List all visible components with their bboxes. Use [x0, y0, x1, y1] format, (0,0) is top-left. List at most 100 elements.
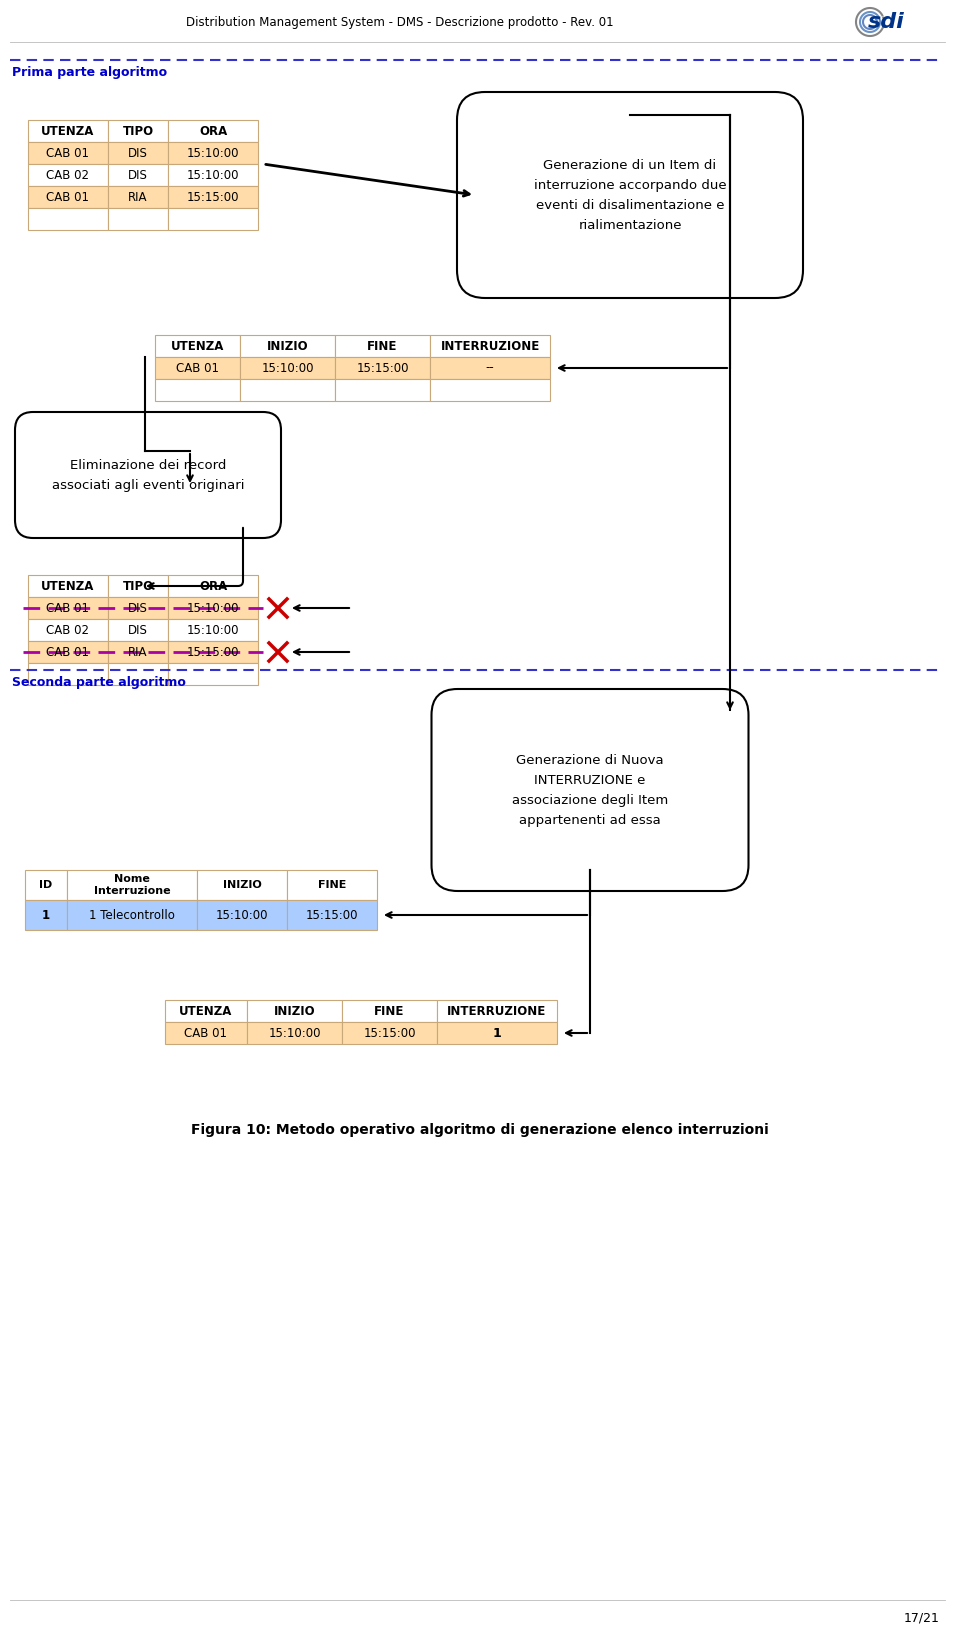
Text: 15:10:00: 15:10:00	[187, 623, 239, 636]
Text: Prima parte algoritmo: Prima parte algoritmo	[12, 65, 167, 78]
FancyBboxPatch shape	[240, 356, 335, 379]
Text: DIS: DIS	[128, 147, 148, 160]
Text: Figura 10: Metodo operativo algoritmo di generazione elenco interruzioni: Figura 10: Metodo operativo algoritmo di…	[191, 1123, 769, 1136]
Text: FINE: FINE	[318, 880, 347, 889]
Text: 17/21: 17/21	[904, 1612, 940, 1625]
Text: Nome
Interruzione: Nome Interruzione	[94, 875, 170, 896]
Text: 15:10:00: 15:10:00	[187, 168, 239, 181]
FancyBboxPatch shape	[168, 142, 258, 164]
FancyBboxPatch shape	[240, 379, 335, 401]
Text: DIS: DIS	[128, 168, 148, 181]
Text: 1: 1	[492, 1027, 501, 1040]
FancyBboxPatch shape	[287, 899, 377, 930]
FancyBboxPatch shape	[165, 1001, 247, 1022]
FancyBboxPatch shape	[108, 576, 168, 597]
FancyBboxPatch shape	[197, 870, 287, 899]
FancyBboxPatch shape	[28, 664, 108, 685]
FancyBboxPatch shape	[108, 142, 168, 164]
FancyBboxPatch shape	[437, 1022, 557, 1045]
Text: UTENZA: UTENZA	[180, 1004, 232, 1017]
FancyBboxPatch shape	[165, 1022, 247, 1045]
Text: Generazione di un Item di
interruzione accorpando due
eventi di disalimentazione: Generazione di un Item di interruzione a…	[534, 159, 727, 232]
Text: CAB 01: CAB 01	[184, 1027, 228, 1040]
FancyBboxPatch shape	[108, 119, 168, 142]
FancyBboxPatch shape	[335, 379, 430, 401]
Text: 15:10:00: 15:10:00	[187, 602, 239, 615]
FancyBboxPatch shape	[108, 641, 168, 664]
Text: CAB 01: CAB 01	[46, 646, 89, 659]
Text: TIPO: TIPO	[123, 579, 154, 592]
Text: 1: 1	[493, 1027, 501, 1040]
Text: 15:15:00: 15:15:00	[305, 909, 358, 922]
FancyBboxPatch shape	[28, 164, 108, 186]
Text: UTENZA: UTENZA	[41, 579, 95, 592]
FancyBboxPatch shape	[155, 356, 240, 379]
Text: INTERRUZIONE: INTERRUZIONE	[447, 1004, 546, 1017]
Text: TIPO: TIPO	[123, 124, 154, 137]
FancyBboxPatch shape	[28, 620, 108, 641]
FancyBboxPatch shape	[168, 164, 258, 186]
Text: 15:10:00: 15:10:00	[187, 147, 239, 160]
FancyBboxPatch shape	[25, 899, 67, 930]
Text: Distribution Management System - DMS - Descrizione prodotto - Rev. 01: Distribution Management System - DMS - D…	[186, 15, 613, 28]
FancyBboxPatch shape	[437, 1001, 557, 1022]
Text: CAB 01: CAB 01	[46, 147, 89, 160]
FancyBboxPatch shape	[430, 356, 550, 379]
Text: INIZIO: INIZIO	[267, 340, 308, 353]
FancyBboxPatch shape	[28, 142, 108, 164]
Text: ORA: ORA	[199, 579, 228, 592]
Text: FINE: FINE	[374, 1004, 405, 1017]
Text: UTENZA: UTENZA	[171, 340, 225, 353]
Text: CAB 01: CAB 01	[46, 191, 89, 203]
FancyBboxPatch shape	[155, 379, 240, 401]
FancyBboxPatch shape	[335, 356, 430, 379]
FancyBboxPatch shape	[28, 119, 108, 142]
Text: --: --	[486, 361, 494, 374]
Text: DIS: DIS	[128, 602, 148, 615]
FancyBboxPatch shape	[28, 208, 108, 231]
FancyBboxPatch shape	[168, 208, 258, 231]
Text: 15:15:00: 15:15:00	[187, 191, 239, 203]
FancyBboxPatch shape	[108, 620, 168, 641]
FancyBboxPatch shape	[155, 335, 240, 356]
FancyBboxPatch shape	[168, 597, 258, 620]
Text: CAB 02: CAB 02	[46, 168, 89, 181]
Text: 15:15:00: 15:15:00	[187, 646, 239, 659]
FancyBboxPatch shape	[240, 335, 335, 356]
FancyBboxPatch shape	[335, 335, 430, 356]
FancyBboxPatch shape	[28, 597, 108, 620]
FancyBboxPatch shape	[342, 1022, 437, 1045]
Text: FINE: FINE	[368, 340, 397, 353]
FancyBboxPatch shape	[15, 412, 281, 538]
Text: CAB 01: CAB 01	[46, 602, 89, 615]
Text: DIS: DIS	[128, 623, 148, 636]
Text: 15:15:00: 15:15:00	[363, 1027, 416, 1040]
Text: 15:10:00: 15:10:00	[216, 909, 268, 922]
FancyBboxPatch shape	[430, 379, 550, 401]
FancyBboxPatch shape	[247, 1001, 342, 1022]
FancyBboxPatch shape	[247, 1022, 342, 1045]
Text: sdi: sdi	[868, 11, 905, 33]
FancyBboxPatch shape	[108, 597, 168, 620]
Text: ID: ID	[39, 880, 53, 889]
Text: INTERRUZIONE: INTERRUZIONE	[441, 340, 540, 353]
FancyBboxPatch shape	[108, 186, 168, 208]
Text: Generazione di Nuova
INTERRUZIONE e
associazione degli Item
appartenenti ad essa: Generazione di Nuova INTERRUZIONE e asso…	[512, 754, 668, 827]
FancyBboxPatch shape	[457, 92, 803, 298]
FancyBboxPatch shape	[168, 641, 258, 664]
FancyBboxPatch shape	[168, 576, 258, 597]
FancyBboxPatch shape	[67, 870, 197, 899]
Text: ORA: ORA	[199, 124, 228, 137]
Text: 1 Telecontrollo: 1 Telecontrollo	[89, 909, 175, 922]
FancyBboxPatch shape	[431, 688, 749, 891]
FancyBboxPatch shape	[67, 899, 197, 930]
Text: RIA: RIA	[129, 646, 148, 659]
Text: 1: 1	[42, 909, 50, 922]
FancyBboxPatch shape	[287, 870, 377, 899]
FancyBboxPatch shape	[108, 208, 168, 231]
FancyBboxPatch shape	[342, 1001, 437, 1022]
Text: INIZIO: INIZIO	[223, 880, 261, 889]
FancyBboxPatch shape	[108, 164, 168, 186]
Text: Seconda parte algoritmo: Seconda parte algoritmo	[12, 675, 186, 688]
Text: Eliminazione dei record
associati agli eventi originari: Eliminazione dei record associati agli e…	[52, 458, 244, 492]
